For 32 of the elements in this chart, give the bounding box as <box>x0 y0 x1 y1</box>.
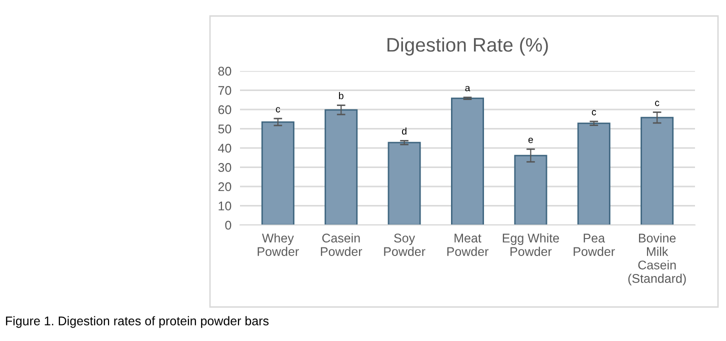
bar <box>640 116 674 225</box>
bar <box>261 121 294 225</box>
chart-title: Digestion Rate (%) <box>388 37 548 56</box>
annotation: a <box>465 86 470 92</box>
y-tick-label: 40 <box>218 144 232 153</box>
caption: Figure 1. Digestion rates of protein powder bars <box>6 316 269 328</box>
bar <box>451 98 484 225</box>
x-tick-label: Soy Powder <box>384 234 426 256</box>
x-tick-label: Pea Powder <box>574 234 615 256</box>
annotation: d <box>402 127 406 135</box>
x-tick-label: Meat Powder <box>447 234 488 256</box>
y-tick-label: 60 <box>218 105 232 114</box>
x-tick-label: Egg White Powder <box>502 233 559 256</box>
annotation: c <box>655 100 660 106</box>
annotation: b <box>339 92 344 100</box>
x-tick-label: Whey Powder <box>258 233 299 256</box>
x-tick-label: Casein Powder <box>320 233 362 256</box>
y-tick-label: 20 <box>218 182 232 192</box>
annotation: c <box>276 107 280 112</box>
y-tick-label: 50 <box>218 124 232 134</box>
annotation: c <box>592 110 596 116</box>
y-tick-label: 80 <box>218 66 232 76</box>
x-tick-label: Bovine Milk Casein (Standard) <box>628 233 686 286</box>
bar <box>388 142 421 225</box>
y-tick-label: 30 <box>218 163 232 172</box>
y-tick-label: 10 <box>218 202 232 210</box>
annotation: e <box>528 138 533 144</box>
bar <box>324 109 358 225</box>
bar <box>577 122 610 225</box>
y-tick-label: 0 <box>225 220 232 230</box>
y-tick-label: 70 <box>218 86 232 95</box>
bar <box>514 154 548 225</box>
